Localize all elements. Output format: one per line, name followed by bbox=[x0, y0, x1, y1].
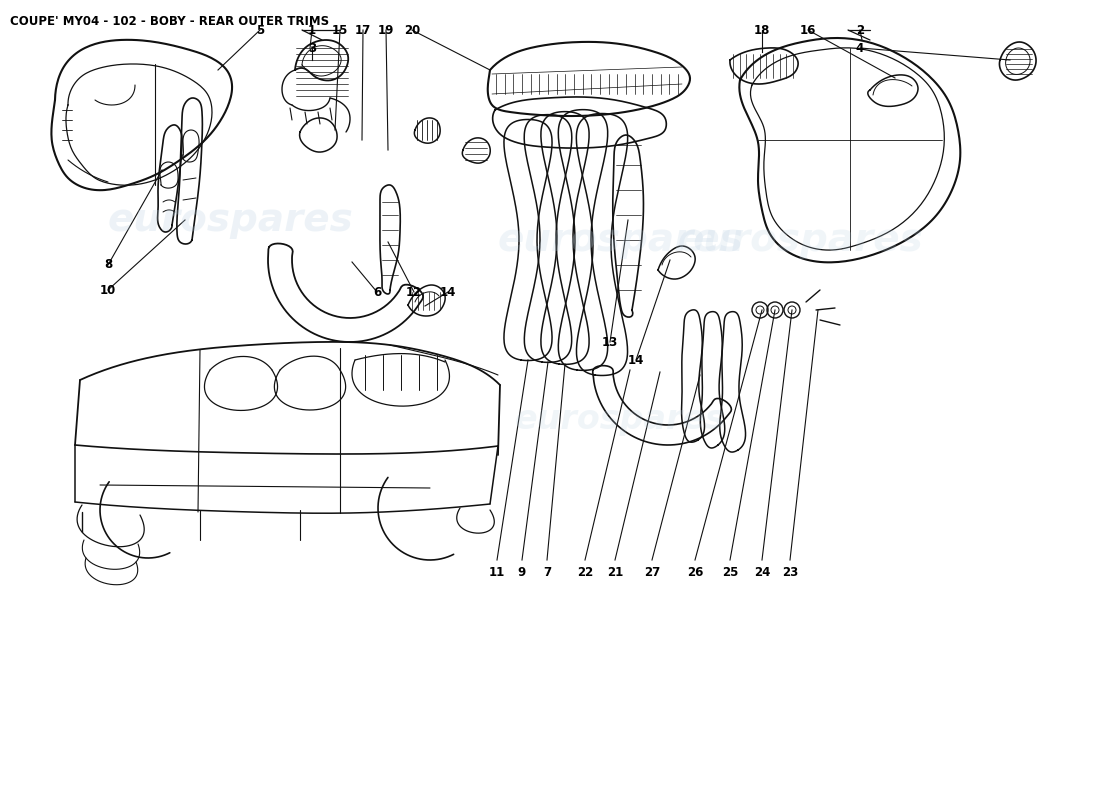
Text: 11: 11 bbox=[488, 566, 505, 578]
Text: 20: 20 bbox=[404, 23, 420, 37]
Text: 10: 10 bbox=[100, 283, 117, 297]
Text: 7: 7 bbox=[543, 566, 551, 578]
Text: 18: 18 bbox=[754, 23, 770, 37]
Text: 16: 16 bbox=[800, 23, 816, 37]
Text: 27: 27 bbox=[644, 566, 660, 578]
Text: 25: 25 bbox=[722, 566, 738, 578]
Text: 13: 13 bbox=[602, 335, 618, 349]
Text: eurospares: eurospares bbox=[107, 201, 353, 239]
Text: eurospares: eurospares bbox=[515, 403, 726, 437]
Text: 22: 22 bbox=[576, 566, 593, 578]
Text: 6: 6 bbox=[373, 286, 381, 298]
Text: 21: 21 bbox=[607, 566, 623, 578]
Text: 2: 2 bbox=[856, 23, 865, 37]
Text: 24: 24 bbox=[754, 566, 770, 578]
Text: 15: 15 bbox=[332, 23, 349, 37]
Text: 9: 9 bbox=[518, 566, 526, 578]
Text: 5: 5 bbox=[256, 23, 264, 37]
Text: 19: 19 bbox=[377, 23, 394, 37]
Text: 12: 12 bbox=[406, 286, 422, 298]
Text: eurospares: eurospares bbox=[497, 221, 742, 259]
Text: 8: 8 bbox=[103, 258, 112, 271]
Text: 3: 3 bbox=[308, 42, 316, 54]
Text: 14: 14 bbox=[440, 286, 456, 298]
Text: 4: 4 bbox=[856, 42, 865, 54]
Text: eurospares: eurospares bbox=[678, 221, 923, 259]
Text: 17: 17 bbox=[355, 23, 371, 37]
Text: 1: 1 bbox=[308, 23, 316, 37]
Text: COUPE' MY04 - 102 - BOBY - REAR OUTER TRIMS: COUPE' MY04 - 102 - BOBY - REAR OUTER TR… bbox=[10, 15, 329, 28]
Text: 14: 14 bbox=[628, 354, 645, 366]
Text: 23: 23 bbox=[782, 566, 799, 578]
Text: 26: 26 bbox=[686, 566, 703, 578]
